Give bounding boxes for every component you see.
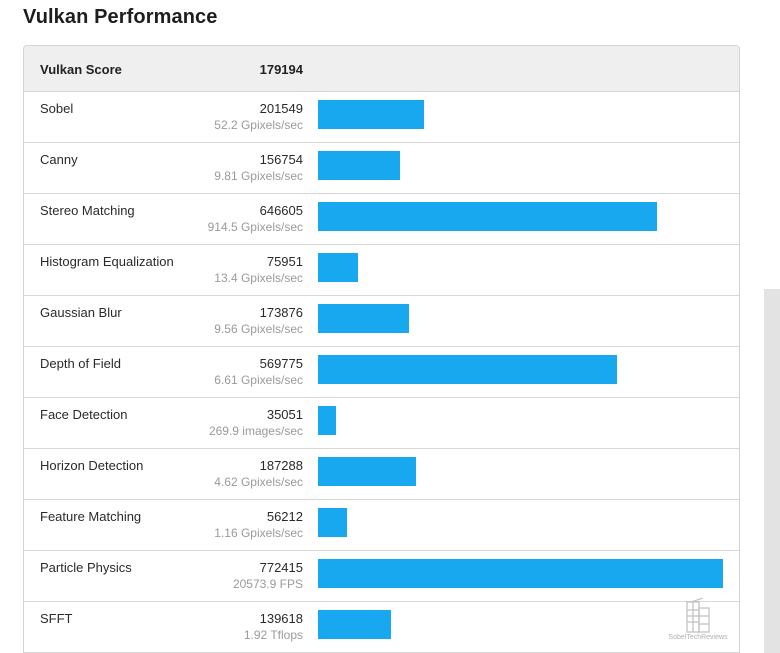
benchmark-bar: [318, 253, 358, 282]
results-panel: Vulkan Score 179194 Sobel 201549 52.2 Gpix…: [23, 45, 740, 653]
benchmark-name: Face Detection: [40, 407, 128, 422]
benchmark-row: Depth of Field 569775 6.61 Gpixels/sec: [24, 347, 739, 398]
benchmark-bar: [318, 508, 347, 537]
benchmark-rate: 914.5 Gpixels/sec: [207, 220, 303, 234]
benchmark-row: Face Detection 35051 269.9 images/sec: [24, 398, 739, 449]
benchmark-bar: [318, 100, 424, 129]
watermark: SobelTechReviews: [667, 597, 729, 646]
watermark-text: SobelTechReviews: [668, 634, 728, 641]
benchmark-rate: 1.16 Gpixels/sec: [214, 526, 303, 540]
benchmark-row: Gaussian Blur 173876 9.56 Gpixels/sec: [24, 296, 739, 347]
benchmark-row: SFFT 139618 1.92 Tflops: [24, 602, 739, 653]
benchmark-list: Sobel 201549 52.2 Gpixels/sec Canny 156754 9.…: [24, 92, 739, 653]
benchmark-row: Horizon Detection 187288 4.62 Gpixels/sec: [24, 449, 739, 500]
benchmark-rate: 4.62 Gpixels/sec: [214, 475, 303, 489]
benchmark-rate: 1.92 Tflops: [243, 628, 303, 642]
benchmark-bar: [318, 457, 416, 486]
benchmark-rate: 13.4 Gpixels/sec: [214, 271, 303, 285]
benchmark-score: 646605: [259, 203, 303, 218]
benchmark-bar: [318, 406, 336, 435]
benchmark-row: Histogram Equalization 75951 13.4 Gpixels/…: [24, 245, 739, 296]
benchmark-score: 187288: [259, 458, 303, 473]
benchmark-bar: [318, 355, 617, 384]
benchmark-bar: [318, 202, 657, 231]
benchmark-score: 569775: [259, 356, 303, 371]
benchmark-name: Canny: [40, 152, 78, 167]
benchmark-row: Feature Matching 56212 1.16 Gpixels/sec: [24, 500, 739, 551]
score-header-value: 179194: [259, 62, 303, 77]
benchmark-name: Stereo Matching: [40, 203, 135, 218]
scrollbar-track[interactable]: [764, 289, 780, 653]
benchmark-row: Particle Physics 772415 20573.9 FPS: [24, 551, 739, 602]
benchmark-row: Canny 156754 9.81 Gpixels/sec: [24, 143, 739, 194]
benchmark-name: Particle Physics: [40, 560, 132, 575]
benchmark-name: Depth of Field: [40, 356, 121, 371]
benchmark-name: SFFT: [40, 611, 73, 626]
benchmark-rate: 20573.9 FPS: [232, 577, 303, 591]
benchmark-bar: [318, 610, 391, 639]
benchmark-row: Sobel 201549 52.2 Gpixels/sec: [24, 92, 739, 143]
benchmark-name: Histogram Equalization: [40, 254, 174, 269]
benchmark-name: Gaussian Blur: [40, 305, 122, 320]
benchmark-bar: [318, 559, 723, 588]
benchmark-score: 56212: [266, 509, 303, 524]
benchmark-row: Stereo Matching 646605 914.5 Gpixels/sec: [24, 194, 739, 245]
benchmark-rate: 6.61 Gpixels/sec: [214, 373, 303, 387]
score-header: Vulkan Score 179194: [24, 46, 739, 92]
benchmark-name: Feature Matching: [40, 509, 142, 524]
benchmark-rate: 52.2 Gpixels/sec: [214, 118, 303, 132]
benchmark-rate: 9.81 Gpixels/sec: [214, 169, 303, 183]
benchmark-score: 139618: [259, 611, 303, 626]
benchmark-score: 35051: [266, 407, 303, 422]
benchmark-score: 201549: [259, 101, 303, 116]
section-title: Vulkan Performance: [23, 6, 218, 28]
benchmark-score: 772415: [259, 560, 303, 575]
benchmark-score: 173876: [259, 305, 303, 320]
benchmark-rate: 9.56 Gpixels/sec: [214, 322, 303, 336]
benchmark-name: Horizon Detection: [40, 458, 144, 473]
benchmark-score: 75951: [266, 254, 303, 269]
benchmark-bar: [318, 151, 400, 180]
benchmark-rate: 269.9 images/sec: [208, 424, 303, 438]
building-logo-icon: [686, 597, 710, 633]
benchmark-name: Sobel: [40, 101, 74, 116]
benchmark-bar: [318, 304, 409, 333]
score-header-label: Vulkan Score: [40, 62, 122, 77]
benchmark-score: 156754: [259, 152, 303, 167]
